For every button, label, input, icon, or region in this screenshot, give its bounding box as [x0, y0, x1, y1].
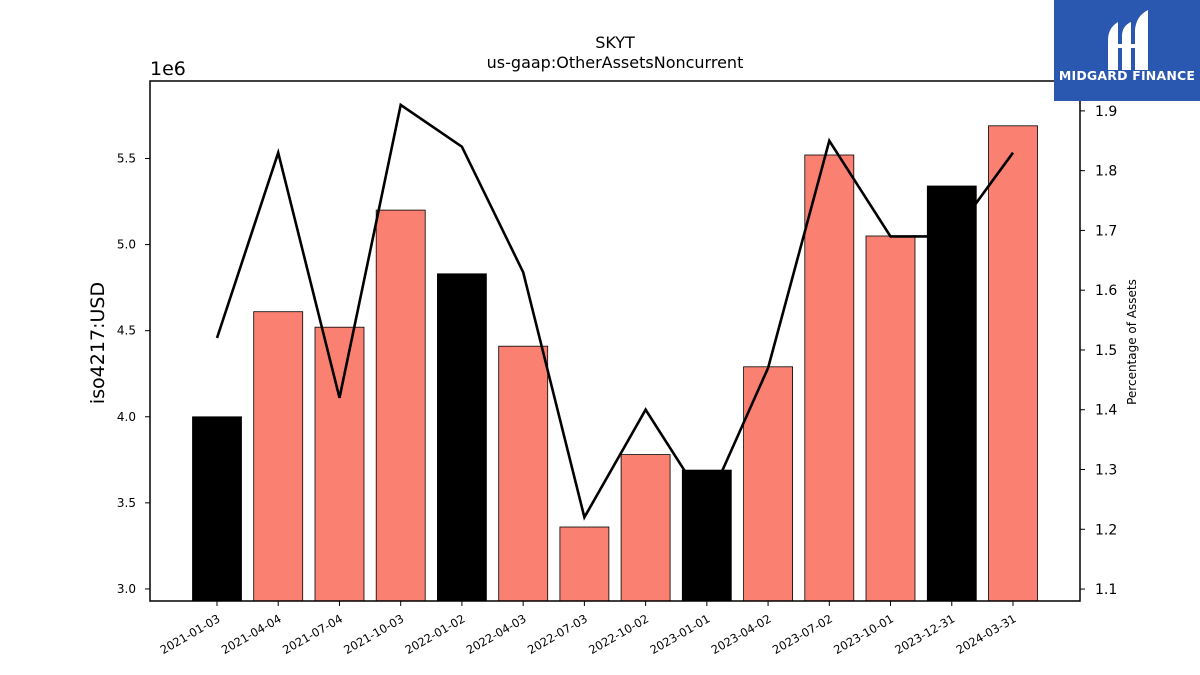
bars-group	[192, 125, 1038, 602]
y2-tick-label: 1.3	[1095, 463, 1117, 479]
chart-title: SKYT	[595, 33, 635, 52]
y-tick-label: 5.0	[117, 238, 136, 252]
y-tick-label: 4.5	[117, 324, 136, 338]
x-tick-label: 2023-10-01	[831, 611, 896, 657]
bar-2023-01-01	[681, 469, 732, 602]
x-axis-ticks: 2021-01-032021-04-042021-07-042021-10-03…	[158, 601, 1019, 657]
y2-tick-label: 1.9	[1095, 104, 1117, 120]
bar-2022-04-03	[498, 345, 549, 602]
x-tick-label: 2021-07-04	[280, 611, 345, 657]
right-axis-ticks: 1.1 1.2 1.3 1.4 1.5 1.6 1.7 1.8 1.9	[1080, 104, 1117, 598]
percentage-line	[215, 102, 1015, 521]
bar-2022-01-02	[436, 273, 487, 602]
x-tick-label: 2022-07-03	[525, 611, 590, 657]
x-tick-label: 2023-12-31	[892, 611, 957, 657]
y2-axis-label: Percentage of Assets	[1125, 279, 1139, 405]
bar-2023-07-02	[804, 154, 855, 602]
x-tick-label: 2021-10-03	[341, 611, 406, 657]
midgard-finance-logo: MIDGARD FINANCE	[1054, 0, 1200, 101]
bar-2021-01-03	[192, 416, 242, 602]
y2-tick-label: 1.6	[1095, 283, 1117, 299]
y-axis-offset-label: 1e6	[150, 58, 186, 80]
x-tick-label: 2022-01-02	[403, 611, 468, 657]
y2-tick-label: 1.5	[1095, 343, 1117, 359]
bar-2021-10-03	[375, 209, 426, 602]
bar-2023-10-01	[865, 235, 916, 602]
bar-2021-07-04	[314, 326, 365, 602]
line-group	[215, 102, 1015, 521]
y-tick-label: 5.5	[117, 151, 136, 165]
x-tick-label: 2021-01-03	[158, 611, 223, 657]
y2-tick-label: 1.1	[1095, 582, 1117, 598]
x-tick-label: 2022-04-03	[464, 611, 529, 657]
y-tick-label: 4.0	[117, 410, 136, 424]
chart-subtitle: us-gaap:OtherAssetsNoncurrent	[487, 53, 744, 72]
x-tick-label: 2023-01-01	[647, 611, 712, 657]
bar-2024-03-31	[988, 125, 1038, 602]
x-tick-label: 2024-03-31	[954, 611, 1019, 657]
logo-text: MIDGARD FINANCE	[1059, 68, 1195, 83]
plot-frame	[149, 80, 1081, 602]
bar-2021-04-04	[253, 311, 304, 602]
bar-2023-12-31	[926, 185, 977, 602]
bar-2022-07-03	[559, 526, 610, 602]
y-tick-label: 3.0	[117, 582, 136, 596]
y2-tick-label: 1.4	[1095, 403, 1117, 419]
bar-2023-04-02	[743, 366, 793, 602]
bar-2022-10-02	[620, 454, 671, 602]
x-tick-label: 2021-04-04	[219, 611, 284, 657]
left-axis-ticks: 3.0 3.5 4.0 4.5 5.0 5.5	[117, 151, 150, 596]
y-tick-label: 3.5	[117, 496, 136, 510]
x-tick-label: 2022-10-02	[586, 611, 651, 657]
y2-tick-label: 1.2	[1095, 522, 1117, 538]
y-axis-label: iso4217:USD	[87, 282, 109, 404]
x-tick-label: 2023-04-02	[709, 611, 774, 657]
y2-tick-label: 1.7	[1095, 223, 1117, 239]
x-tick-label: 2023-07-02	[770, 611, 835, 657]
logo-mark-icon	[1108, 10, 1148, 70]
y2-tick-label: 1.8	[1095, 164, 1117, 180]
